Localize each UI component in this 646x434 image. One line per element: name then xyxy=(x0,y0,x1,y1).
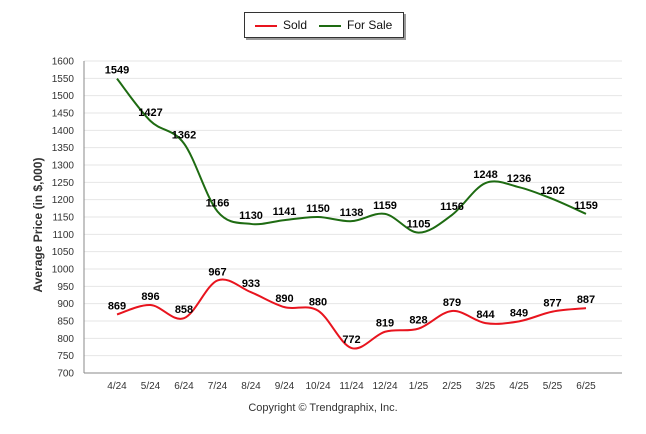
data-label-forsale: 1105 xyxy=(407,219,431,231)
y-tick-label: 1450 xyxy=(52,109,75,120)
data-label-sold: 819 xyxy=(376,318,394,330)
data-label-sold: 858 xyxy=(175,304,193,316)
series-line-forsale xyxy=(116,78,587,234)
data-label-sold: 844 xyxy=(476,309,495,321)
y-tick-label: 1200 xyxy=(52,195,75,206)
x-tick-label: 10/24 xyxy=(305,381,330,392)
data-label-sold: 880 xyxy=(309,297,327,309)
y-tick-label: 1000 xyxy=(52,265,75,276)
data-label-forsale: 1202 xyxy=(540,185,564,197)
y-tick-label: 1600 xyxy=(52,57,75,68)
y-tick-label: 1150 xyxy=(52,213,74,224)
data-label-forsale: 1141 xyxy=(273,206,297,218)
y-tick-label: 1400 xyxy=(52,126,75,137)
y-tick-label: 1500 xyxy=(52,91,75,102)
data-label-sold: 896 xyxy=(141,291,159,303)
x-tick-label: 6/25 xyxy=(576,381,596,392)
x-tick-label: 1/25 xyxy=(409,381,429,392)
y-tick-label: 1300 xyxy=(52,161,75,172)
data-label-sold: 828 xyxy=(409,315,427,327)
x-tick-label: 6/24 xyxy=(174,381,194,392)
data-label-sold: 967 xyxy=(208,266,226,278)
x-tick-label: 4/25 xyxy=(509,381,529,392)
copyright-text: Copyright © Trendgraphix, Inc. xyxy=(248,402,398,414)
data-label-sold: 933 xyxy=(242,278,260,290)
y-tick-label: 900 xyxy=(57,299,74,310)
data-label-forsale: 1159 xyxy=(373,200,397,212)
data-label-forsale: 1130 xyxy=(239,210,263,222)
data-label-sold: 879 xyxy=(443,297,461,309)
data-label-forsale: 1427 xyxy=(138,107,162,119)
y-tick-label: 950 xyxy=(57,282,74,293)
y-tick-label: 800 xyxy=(57,334,74,345)
legend-swatch-sold xyxy=(255,25,277,27)
x-tick-label: 7/24 xyxy=(208,381,228,392)
data-label-sold: 890 xyxy=(275,293,293,305)
y-tick-label: 1350 xyxy=(52,143,75,154)
data-label-forsale: 1159 xyxy=(574,200,598,212)
data-label-forsale: 1549 xyxy=(105,65,129,77)
y-tick-label: 1100 xyxy=(52,230,74,241)
series-line-sold xyxy=(116,278,587,350)
x-tick-label: 11/24 xyxy=(339,381,364,392)
x-tick-label: 12/24 xyxy=(372,381,397,392)
y-tick-label: 750 xyxy=(57,351,74,362)
y-tick-label: 850 xyxy=(57,317,74,328)
data-label-sold: 772 xyxy=(342,334,360,346)
y-tick-label: 1250 xyxy=(52,178,75,189)
x-tick-label: 5/24 xyxy=(141,381,161,392)
x-tick-label: 4/24 xyxy=(107,381,127,392)
legend-label-sold: Sold xyxy=(283,18,308,32)
legend-label-forsale: For Sale xyxy=(347,18,393,32)
x-tick-label: 9/24 xyxy=(275,381,295,392)
data-label-sold: 849 xyxy=(510,307,528,319)
x-tick-label: 5/25 xyxy=(543,381,563,392)
data-label-forsale: 1166 xyxy=(206,197,230,209)
x-tick-label: 8/24 xyxy=(241,381,261,392)
y-tick-label: 1550 xyxy=(52,74,75,85)
data-label-forsale: 1362 xyxy=(172,130,196,142)
data-label-sold: 877 xyxy=(543,298,561,310)
legend-swatch-forsale xyxy=(319,25,341,27)
data-label-sold: 887 xyxy=(577,294,595,306)
data-label-forsale: 1150 xyxy=(306,203,330,215)
y-tick-label: 700 xyxy=(57,369,74,380)
data-label-sold: 869 xyxy=(108,300,126,312)
y-tick-label: 1050 xyxy=(52,247,75,258)
data-label-forsale: 1236 xyxy=(507,173,531,185)
data-label-forsale: 1156 xyxy=(440,201,464,213)
x-tick-label: 3/25 xyxy=(476,381,496,392)
x-tick-label: 2/25 xyxy=(442,381,462,392)
legend: Sold For Sale xyxy=(244,12,404,38)
data-label-forsale: 1248 xyxy=(473,169,497,181)
data-label-forsale: 1138 xyxy=(340,207,364,219)
